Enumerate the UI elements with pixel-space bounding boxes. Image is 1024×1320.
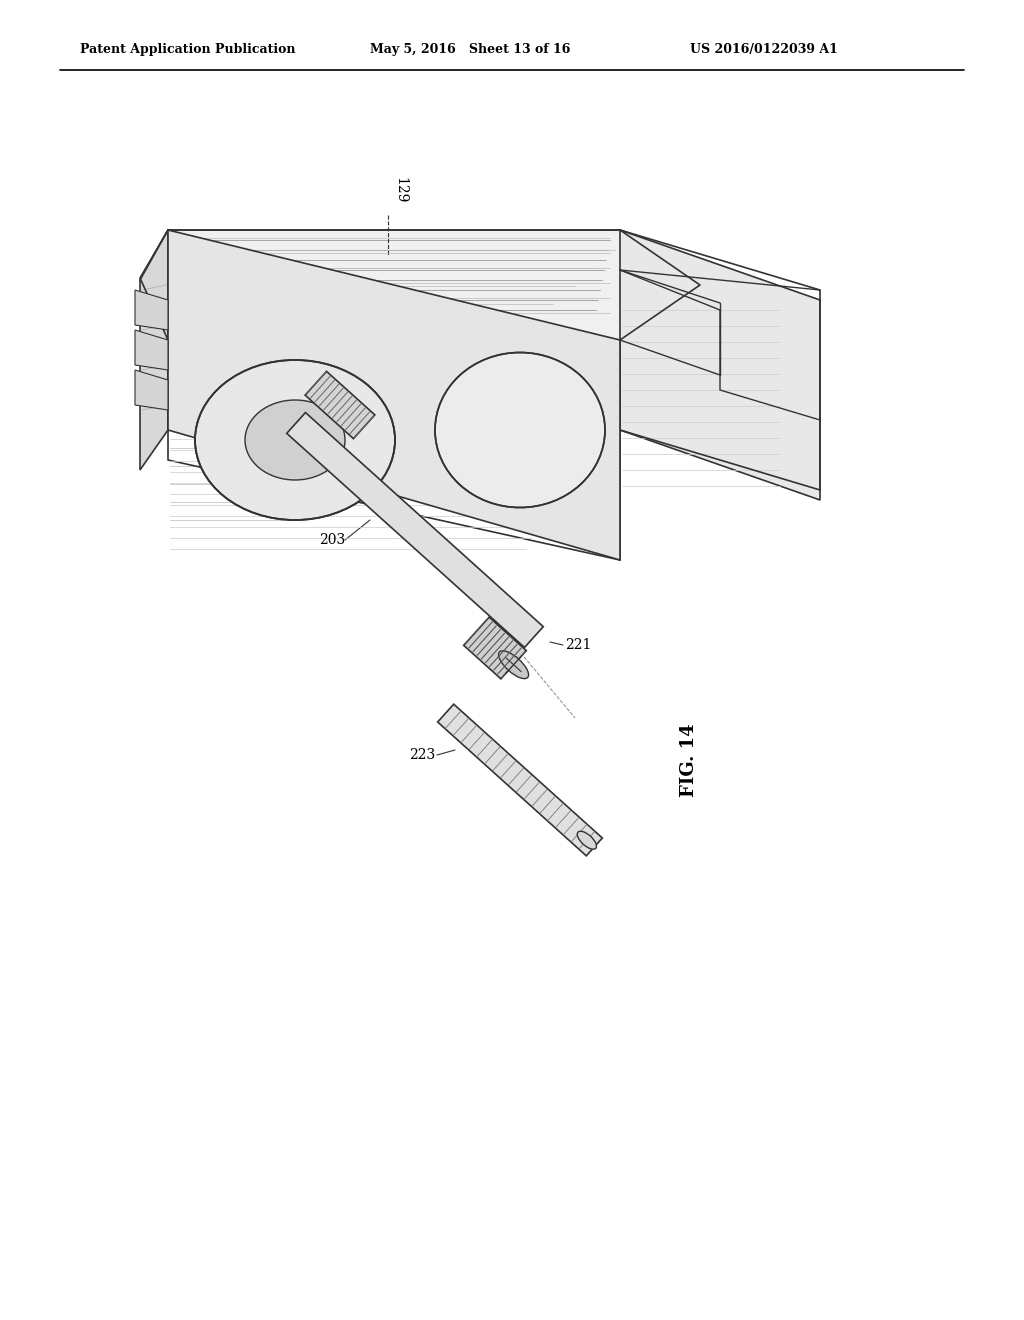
Text: 129: 129: [393, 177, 407, 203]
Text: Patent Application Publication: Patent Application Publication: [80, 44, 296, 57]
Polygon shape: [305, 371, 375, 438]
Text: FIG. 14: FIG. 14: [680, 723, 698, 797]
Ellipse shape: [499, 651, 528, 678]
Ellipse shape: [245, 400, 345, 480]
Polygon shape: [620, 230, 820, 500]
Text: 203: 203: [318, 533, 345, 546]
Polygon shape: [140, 230, 700, 341]
Polygon shape: [287, 413, 544, 648]
Polygon shape: [135, 330, 168, 370]
Text: 221: 221: [565, 638, 592, 652]
Ellipse shape: [195, 360, 395, 520]
Polygon shape: [135, 370, 168, 411]
Ellipse shape: [435, 352, 605, 507]
Polygon shape: [140, 230, 168, 470]
Text: US 2016/0122039 A1: US 2016/0122039 A1: [690, 44, 838, 57]
Ellipse shape: [578, 832, 597, 849]
Text: 223: 223: [409, 748, 435, 762]
Polygon shape: [464, 618, 526, 678]
Text: May 5, 2016   Sheet 13 of 16: May 5, 2016 Sheet 13 of 16: [370, 44, 570, 57]
Polygon shape: [437, 704, 602, 855]
Polygon shape: [168, 230, 620, 560]
Polygon shape: [135, 290, 168, 330]
